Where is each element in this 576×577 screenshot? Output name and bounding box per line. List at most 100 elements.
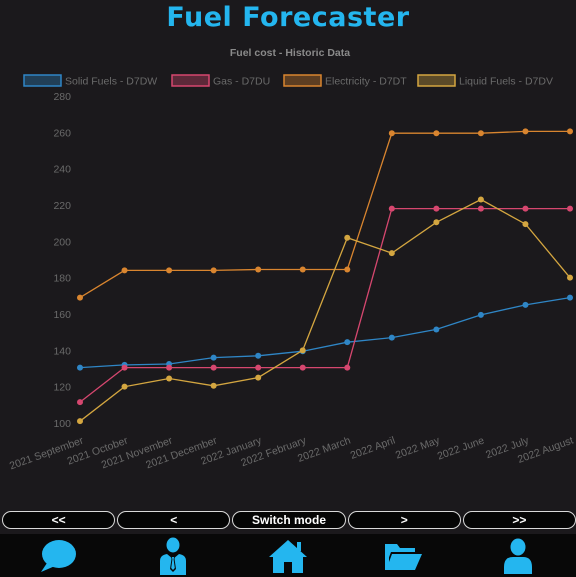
next-button[interactable]: > <box>347 511 461 529</box>
app-title: Fuel Forecaster <box>166 2 410 33</box>
data-point[interactable] <box>210 354 217 361</box>
data-point[interactable] <box>210 364 217 371</box>
data-point[interactable] <box>433 205 440 212</box>
data-point[interactable] <box>477 130 484 137</box>
chart-navigation: << < Switch mode > >> <box>2 511 576 531</box>
data-point[interactable] <box>344 266 351 273</box>
tab-chat[interactable] <box>28 534 88 577</box>
data-point[interactable] <box>77 399 83 406</box>
y-tick-label: 280 <box>53 91 71 103</box>
data-point[interactable] <box>522 301 529 308</box>
series-line <box>77 294 573 371</box>
data-point[interactable] <box>522 128 529 135</box>
data-point[interactable] <box>121 267 128 274</box>
data-point[interactable] <box>433 219 440 226</box>
data-point[interactable] <box>477 205 484 212</box>
legend-label: Electricity - D7DT <box>325 76 407 88</box>
open-folder-icon <box>385 543 423 570</box>
tab-files[interactable] <box>373 534 433 577</box>
data-point[interactable] <box>567 274 573 281</box>
legend-swatch <box>417 74 456 87</box>
x-tick-label: 2022 June <box>436 434 486 462</box>
data-point[interactable] <box>567 128 573 135</box>
data-point[interactable] <box>388 250 395 257</box>
y-axis: 100 120 140 160 180 200 220 240 260 280 <box>53 91 71 430</box>
switch-mode-button[interactable]: Switch mode <box>232 511 346 529</box>
data-point[interactable] <box>388 205 395 212</box>
data-point[interactable] <box>210 382 217 389</box>
data-point[interactable] <box>77 294 83 301</box>
tab-home[interactable] <box>258 534 318 577</box>
previous-button[interactable]: < <box>117 511 231 529</box>
series-line <box>77 196 573 425</box>
data-point[interactable] <box>299 347 306 354</box>
y-tick-label: 100 <box>53 418 71 430</box>
data-point[interactable] <box>522 205 529 212</box>
businessman-icon <box>159 537 186 575</box>
data-point[interactable] <box>77 364 83 371</box>
data-point[interactable] <box>299 364 306 371</box>
chart-title: Fuel cost - Historic Data <box>230 47 350 59</box>
data-point[interactable] <box>121 383 128 390</box>
data-point[interactable] <box>299 266 306 273</box>
legend-item[interactable]: Solid Fuels - D7DW <box>23 74 157 88</box>
data-point[interactable] <box>210 267 217 274</box>
legend-label: Solid Fuels - D7DW <box>65 76 157 88</box>
legend-item[interactable]: Electricity - D7DT <box>283 74 407 88</box>
series-layer <box>77 128 573 425</box>
data-point[interactable] <box>567 294 573 301</box>
series-line <box>77 205 573 406</box>
legend-swatch <box>23 74 62 87</box>
data-point[interactable] <box>344 234 351 241</box>
data-point[interactable] <box>388 334 395 341</box>
data-point[interactable] <box>166 364 173 371</box>
series-line <box>77 128 573 301</box>
y-tick-label: 260 <box>53 127 71 139</box>
data-point[interactable] <box>77 418 83 425</box>
y-tick-label: 240 <box>53 164 71 176</box>
y-tick-label: 120 <box>53 382 71 394</box>
data-point[interactable] <box>522 221 529 228</box>
y-tick-label: 140 <box>53 345 71 357</box>
first-button[interactable]: << <box>2 511 116 529</box>
data-point[interactable] <box>388 130 395 137</box>
last-button[interactable]: >> <box>462 511 576 529</box>
legend-label: Liquid Fuels - D7DV <box>459 76 553 88</box>
fuel-cost-chart: Fuel cost - Historic Data Solid Fuels - … <box>0 38 576 508</box>
y-tick-label: 160 <box>53 309 71 321</box>
data-point[interactable] <box>433 326 440 333</box>
data-point[interactable] <box>255 364 262 371</box>
y-tick-label: 180 <box>53 273 71 285</box>
x-tick-label: 2022 May <box>394 434 442 461</box>
home-icon <box>268 539 307 573</box>
user-icon <box>504 538 533 574</box>
series-path <box>79 207 570 403</box>
data-point[interactable] <box>567 205 573 212</box>
data-point[interactable] <box>166 375 173 382</box>
legend-swatch <box>283 74 322 87</box>
data-point[interactable] <box>255 374 262 381</box>
legend-item[interactable]: Liquid Fuels - D7DV <box>417 74 553 88</box>
tab-account[interactable] <box>488 534 548 577</box>
series-path <box>79 198 571 422</box>
data-point[interactable] <box>433 130 440 137</box>
y-tick-label: 220 <box>53 200 71 212</box>
data-point[interactable] <box>255 266 262 273</box>
bottom-tab-bar <box>0 534 576 577</box>
series-path <box>79 296 571 369</box>
data-point[interactable] <box>255 352 262 359</box>
data-point[interactable] <box>121 364 128 371</box>
data-point[interactable] <box>344 339 351 346</box>
speech-bubble-icon <box>40 539 76 572</box>
legend-swatch <box>171 74 210 87</box>
data-point[interactable] <box>477 311 484 318</box>
chart-legend[interactable]: Solid Fuels - D7DW Gas - D7DU Electricity … <box>23 74 553 88</box>
data-point[interactable] <box>477 196 484 203</box>
data-point[interactable] <box>344 364 351 371</box>
data-point[interactable] <box>166 267 173 274</box>
tab-profile[interactable] <box>143 534 203 577</box>
x-tick-label: 2022 April <box>349 435 397 462</box>
series-path <box>79 130 570 299</box>
legend-item[interactable]: Gas - D7DU <box>171 74 270 88</box>
